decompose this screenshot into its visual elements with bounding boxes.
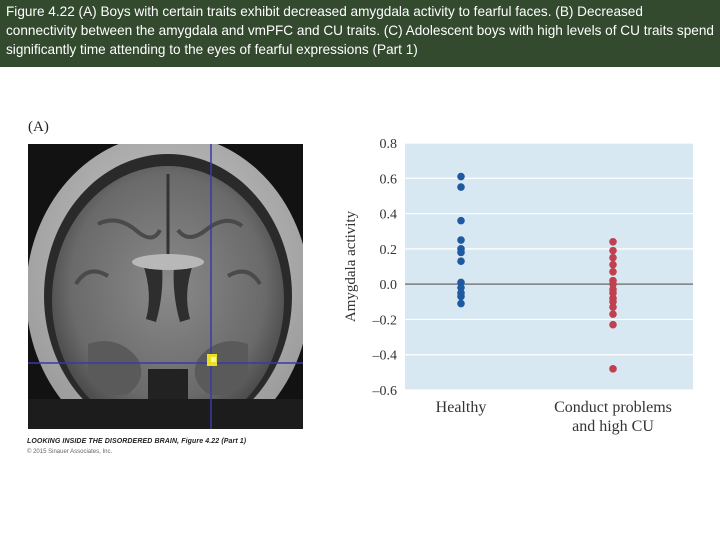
data-point xyxy=(457,283,465,292)
figure-copyright: © 2015 Sinauer Associates, Inc. xyxy=(27,449,113,455)
y-axis-label: Amygdala activity xyxy=(343,210,359,322)
y-tick-label: 0.0 xyxy=(380,278,398,293)
slide-caption: Figure 4.22 (A) Boys with certain traits… xyxy=(0,0,720,67)
data-point xyxy=(609,289,617,297)
data-point xyxy=(457,248,465,257)
y-tick-label: –0.6 xyxy=(372,384,398,399)
data-point xyxy=(609,246,617,255)
plot-background xyxy=(405,143,693,390)
right-ventricle xyxy=(173,264,193,322)
data-point xyxy=(457,172,465,181)
data-point xyxy=(609,253,617,262)
x-category-label: Healthy xyxy=(436,399,487,416)
data-point xyxy=(457,257,465,266)
data-point xyxy=(609,280,617,288)
y-tick-label: 0.2 xyxy=(380,243,398,258)
data-point xyxy=(609,238,617,246)
data-point xyxy=(609,365,617,373)
data-point xyxy=(609,297,617,306)
y-tick-label: 0.4 xyxy=(380,208,398,223)
data-point xyxy=(457,278,465,287)
y-tick-label: 0.6 xyxy=(380,172,398,187)
data-point xyxy=(609,320,617,329)
data-point xyxy=(457,299,465,308)
data-point xyxy=(457,216,465,225)
data-point xyxy=(609,310,617,318)
left-ventricle xyxy=(143,264,163,322)
data-point xyxy=(457,292,465,301)
amygdala-activity-chart: 0.8 0.6 0.4 0.2 0.0 –0.2 –0.4 –0.6 Healthy Condu… xyxy=(343,137,693,435)
data-point xyxy=(457,236,465,244)
x-category-label: and high CU xyxy=(572,418,654,435)
brain-coronal-scan xyxy=(28,144,303,429)
y-tick-label: 0.8 xyxy=(380,137,398,152)
y-tick-label: –0.2 xyxy=(372,313,398,328)
data-point xyxy=(609,303,617,311)
data-point xyxy=(609,260,617,269)
figure-caption: LOOKING INSIDE THE DISORDERED BRAIN, Fig… xyxy=(27,438,247,445)
brain-mri-image xyxy=(28,144,303,429)
y-tick-label: –0.4 xyxy=(372,349,398,364)
data-point xyxy=(457,183,465,191)
panel-label: (A) xyxy=(28,119,49,135)
x-category-label: Conduct problems xyxy=(554,399,672,416)
data-point xyxy=(609,267,617,276)
